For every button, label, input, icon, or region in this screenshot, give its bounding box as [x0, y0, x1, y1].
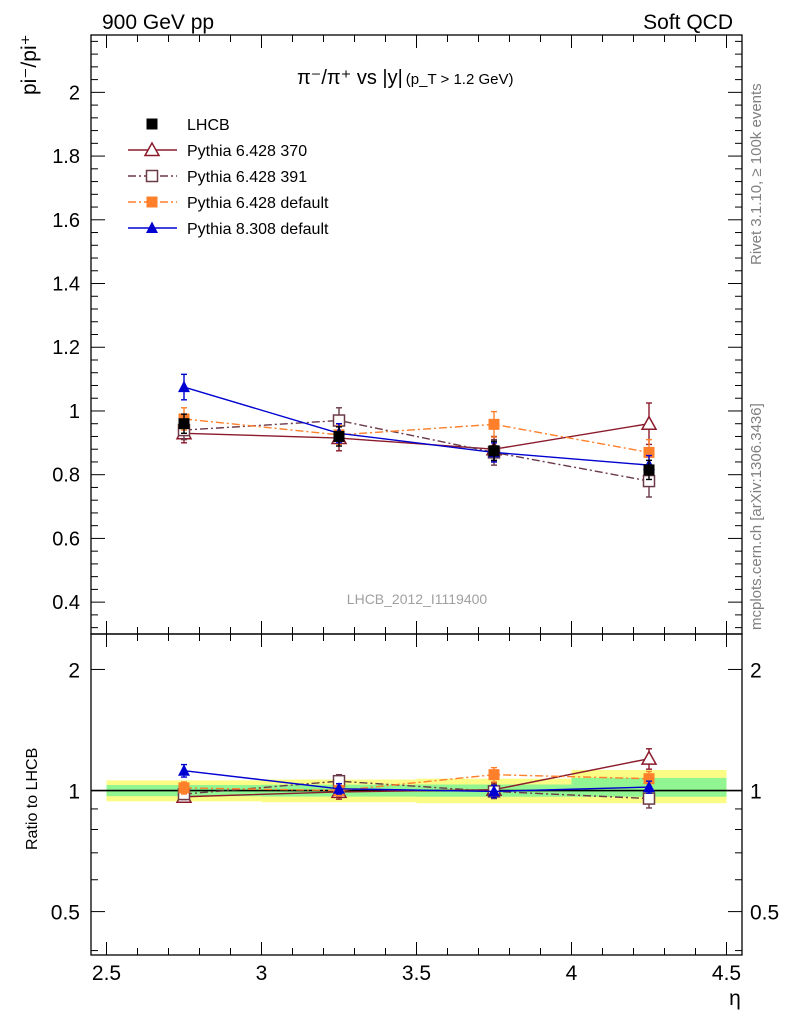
marker-square	[488, 769, 500, 781]
marker-triangle-open	[143, 141, 161, 157]
watermark-label: LHCB_2012_I1119400	[347, 591, 488, 607]
ratio-series-line	[183, 773, 650, 792]
legend-label: Pythia 8.308 default	[187, 221, 329, 238]
ratio-xlabel: η	[729, 987, 741, 1010]
header-right-label: Soft QCD	[643, 11, 733, 34]
main-title: π⁻/π⁺ vs |y| (p_T > 1.2 GeV)	[297, 67, 513, 89]
main-series-1	[177, 407, 656, 498]
legend-item-1: Pythia 6.428 370	[128, 141, 307, 160]
series-layer	[175, 373, 658, 809]
marker-triangle	[178, 380, 190, 393]
legend: LHCB Pythia 6.428 370 Pythia 6.428 391 Pyth…	[128, 117, 329, 238]
main-series-3	[178, 373, 655, 476]
legend-item-2: Pythia 6.428 391	[128, 169, 307, 186]
legend-label: Pythia 6.428 default	[187, 195, 329, 212]
main-title-cut: (p_T > 1.2 GeV)	[406, 71, 514, 88]
marker-square	[488, 418, 500, 430]
main-y-tick-label: 0.6	[52, 528, 80, 550]
legend-label: Pythia 6.428 391	[187, 169, 307, 186]
ratio-y-tick-label: 2	[68, 659, 80, 682]
legend-item-0: LHCB	[146, 117, 230, 134]
main-y-tick-label: 1	[69, 401, 80, 423]
marker-square	[643, 464, 655, 476]
main-y-tick-label: 1.4	[52, 274, 80, 296]
rivet-side-label: Rivet 3.1.10, ≥ 100k events	[748, 83, 765, 265]
main-series-0	[175, 402, 658, 463]
x-tick-label: 4.5	[712, 962, 741, 985]
x-tick-label: 3	[256, 962, 268, 985]
main-series-line	[183, 419, 650, 482]
main-series-line	[183, 423, 650, 450]
marker-triangle-open	[640, 415, 658, 430]
legend-label: LHCB	[187, 117, 230, 134]
x-tick-label: 3.5	[402, 962, 431, 985]
legend-label: Pythia 6.428 370	[187, 143, 307, 160]
marker-triangle	[643, 780, 655, 793]
ratio-series-line	[183, 780, 650, 800]
main-series-2	[178, 407, 655, 466]
ratio-y-tick-label: 1	[68, 781, 80, 804]
main-y-tick-label: 1.2	[52, 337, 80, 359]
ratio-y-tick-label: 0.5	[51, 902, 80, 925]
marker-triangle	[178, 764, 190, 776]
main-y-tick-label: 2	[69, 82, 80, 104]
marker-square	[178, 782, 190, 794]
marker-square	[643, 773, 655, 785]
main-y-tick-label: 1.8	[52, 146, 80, 168]
marker-square	[488, 445, 500, 457]
marker-square	[146, 118, 158, 130]
ratio-series-3	[178, 763, 655, 799]
main-title-text: π⁻/π⁺ vs |y|	[297, 67, 403, 89]
ratio-y-tick-label-right: 0.5	[750, 902, 779, 925]
marker-triangle	[146, 221, 158, 233]
ratio-series-line	[183, 770, 650, 793]
marker-square	[333, 430, 345, 442]
marker-triangle	[333, 782, 345, 794]
main-y-tick-label: 0.4	[52, 592, 80, 614]
x-tick-label: 4	[566, 962, 578, 985]
ratio-y-tick-label-right: 1	[750, 781, 762, 804]
marker-square	[178, 418, 190, 430]
legend-item-4: Pythia 8.308 default	[128, 221, 329, 238]
main-ylabel: pi⁻/pi⁺	[18, 34, 41, 95]
marker-square	[146, 196, 158, 208]
x-tick-label: 2.5	[92, 962, 121, 985]
marker-square-open	[642, 792, 656, 805]
ratio-y-tick-label-right: 2	[750, 659, 762, 682]
marker-triangle	[488, 784, 500, 797]
mcplots-side-label: mcplots.cern.ch [arXiv:1306.3436]	[748, 403, 765, 630]
main-series-line	[183, 418, 650, 454]
header-left-label: 900 GeV pp	[102, 11, 214, 34]
legend-item-3: Pythia 6.428 default	[128, 195, 329, 212]
main-y-tick-label: 1.6	[52, 210, 80, 232]
main-series-4	[178, 413, 655, 481]
axes-layer: 2.5 3 3.5 4 4.5 0.4 0.6 0.8 1 1.2 1.4 1.6 1.8 2 0.5 0.5…	[51, 34, 779, 985]
marker-square-open	[145, 169, 159, 183]
ratio-ylabel: Ratio to LHCB	[24, 748, 41, 850]
main-series-line	[183, 386, 650, 466]
marker-square	[643, 446, 655, 458]
marker-triangle-open	[640, 750, 658, 765]
main-y-tick-label: 0.8	[52, 465, 80, 487]
